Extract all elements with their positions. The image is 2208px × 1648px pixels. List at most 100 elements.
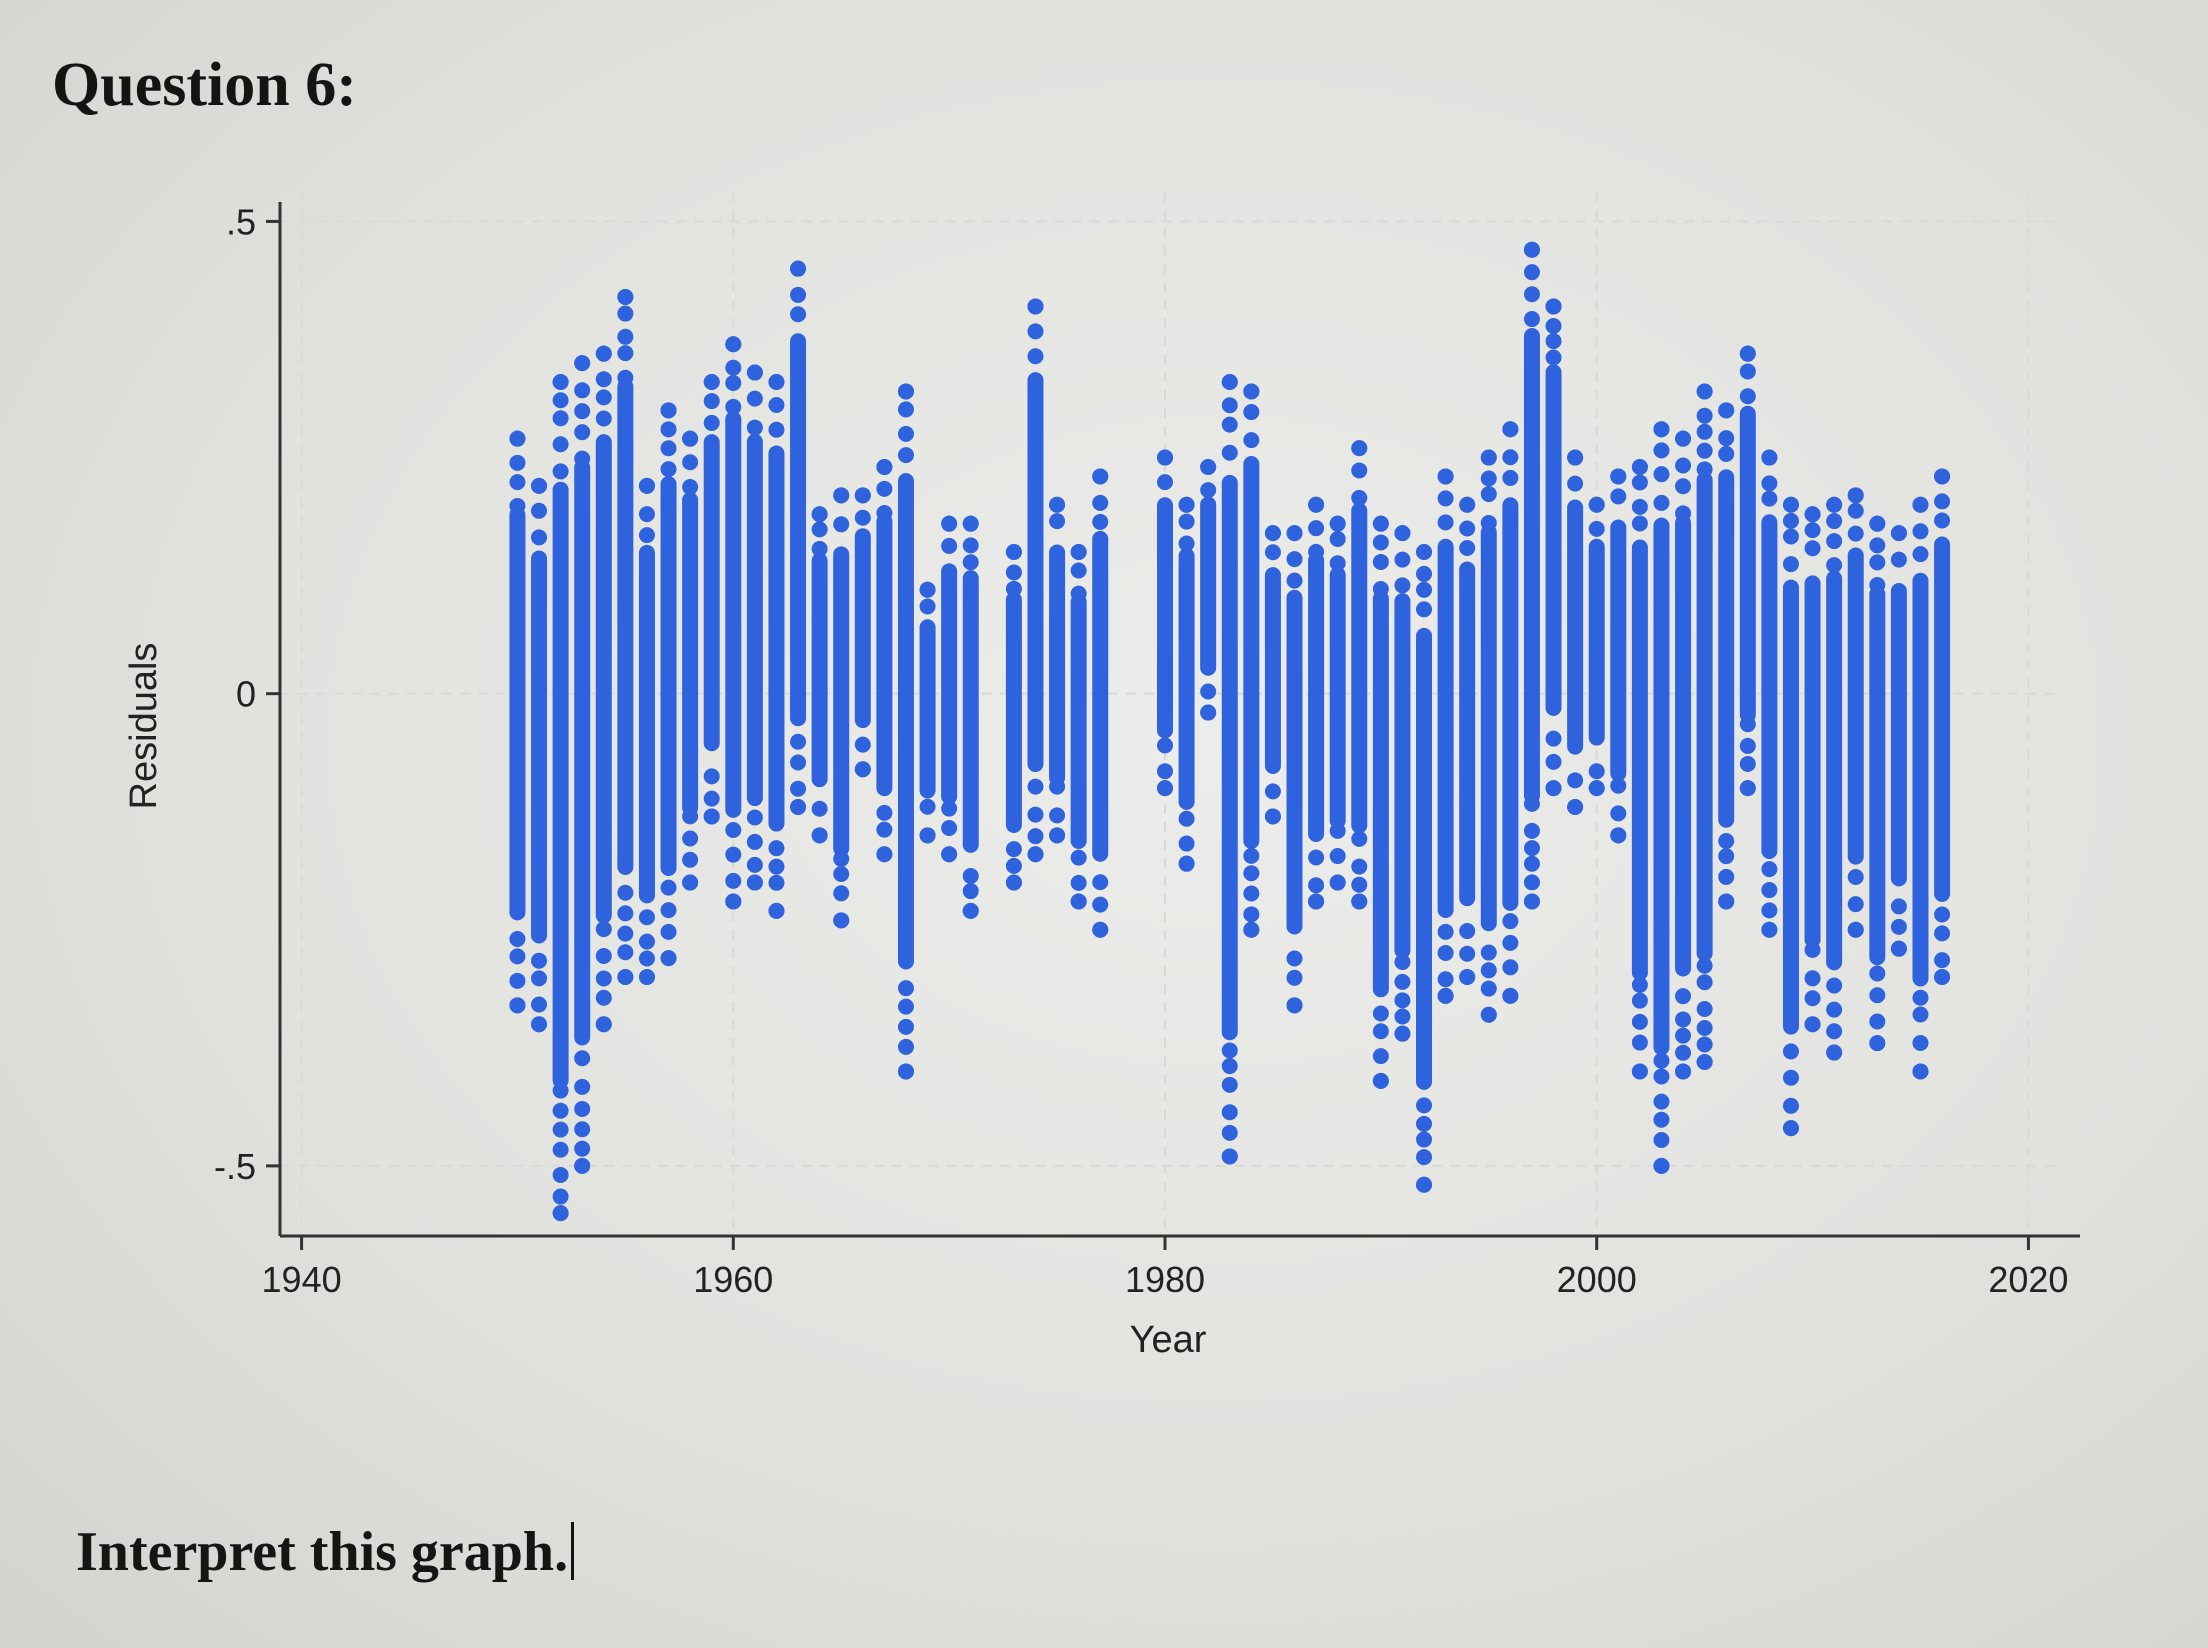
data-point — [574, 1157, 591, 1174]
data-point — [790, 733, 807, 750]
data-point — [790, 754, 807, 771]
data-point — [1782, 1069, 1799, 1086]
data-point — [768, 874, 785, 891]
data-point — [1178, 496, 1195, 513]
data-point — [574, 450, 591, 467]
data-point — [1631, 976, 1648, 993]
data-column — [1804, 575, 1821, 948]
data-point — [1092, 513, 1109, 530]
data-point — [876, 804, 893, 821]
data-column — [1567, 499, 1584, 755]
data-column — [1653, 517, 1670, 1056]
data-point — [1890, 551, 1907, 568]
data-column — [1351, 502, 1368, 834]
data-column — [1545, 364, 1562, 716]
data-point — [595, 970, 612, 987]
data-point — [574, 355, 591, 372]
data-point — [1718, 848, 1735, 865]
data-point — [595, 947, 612, 964]
data-point — [1070, 893, 1087, 910]
data-point — [531, 529, 548, 546]
data-point — [1826, 533, 1843, 550]
data-point — [1523, 311, 1540, 328]
data-point — [1502, 469, 1519, 486]
data-point — [1243, 885, 1260, 902]
data-point — [1070, 874, 1087, 891]
data-point — [1869, 576, 1886, 593]
data-column — [1739, 405, 1756, 723]
data-point — [1826, 513, 1843, 530]
data-point — [1502, 987, 1519, 1004]
data-point — [1178, 835, 1195, 852]
x-tick-label: 1940 — [262, 1259, 342, 1300]
data-point — [833, 516, 850, 533]
y-tick-label: -.5 — [214, 1146, 256, 1187]
data-point — [1934, 952, 1951, 969]
data-point — [1005, 874, 1022, 891]
data-point — [574, 1100, 591, 1117]
data-point — [617, 969, 634, 985]
data-point — [941, 515, 958, 532]
data-point — [725, 374, 742, 391]
data-point — [1890, 525, 1907, 542]
data-point — [919, 798, 936, 815]
data-point — [1437, 944, 1454, 961]
data-point — [811, 506, 828, 523]
data-point — [682, 479, 699, 496]
axes: 1940 1960 1980 2000 2020 -.5 0 .5 — [214, 201, 2080, 1300]
data-point — [897, 401, 914, 418]
data-point — [1934, 512, 1951, 529]
data-point — [1804, 990, 1821, 1007]
data-point — [768, 840, 785, 857]
data-point — [1221, 374, 1238, 390]
data-point — [1869, 1035, 1886, 1052]
data-point — [1610, 468, 1627, 485]
data-column — [1502, 497, 1519, 911]
data-point — [1372, 534, 1389, 551]
data-point — [617, 328, 634, 345]
data-point — [1631, 474, 1648, 491]
data-point — [1394, 954, 1411, 971]
data-column — [1264, 567, 1281, 774]
data-point — [1329, 531, 1346, 548]
answer-prompt[interactable]: Interpret this graph. — [76, 1520, 575, 1584]
data-point — [876, 846, 893, 863]
data-point — [790, 306, 807, 323]
data-point — [617, 925, 634, 942]
data-column — [1523, 327, 1540, 804]
data-point — [1416, 544, 1433, 560]
data-point — [1049, 513, 1066, 530]
data-point — [1675, 988, 1692, 1005]
data-column — [1588, 538, 1605, 746]
data-point — [1696, 1001, 1713, 1018]
data-point — [725, 336, 742, 353]
data-point — [876, 821, 893, 838]
data-column — [1221, 474, 1238, 1041]
data-point — [1718, 832, 1735, 849]
data-point — [1092, 921, 1109, 938]
data-point — [552, 436, 569, 453]
data-point — [552, 1102, 569, 1119]
data-point — [1847, 525, 1864, 542]
data-point — [725, 359, 742, 376]
data-point — [660, 421, 677, 438]
data-column — [919, 619, 936, 799]
data-point — [552, 1166, 569, 1183]
data-column — [1394, 593, 1411, 959]
data-point — [1631, 515, 1648, 532]
data-point — [682, 874, 699, 891]
data-column — [1243, 456, 1260, 850]
data-point — [1200, 704, 1217, 721]
data-point — [746, 833, 763, 850]
data-point — [574, 403, 591, 420]
data-point — [897, 425, 914, 442]
data-point — [1480, 514, 1497, 531]
x-tick-label: 1980 — [1125, 1259, 1205, 1300]
data-point — [1329, 874, 1346, 891]
data-column — [1005, 591, 1022, 833]
data-point — [1782, 528, 1799, 545]
data-point — [1675, 1044, 1692, 1061]
data-point — [725, 872, 742, 889]
data-point — [1782, 496, 1799, 513]
data-column — [617, 378, 634, 875]
